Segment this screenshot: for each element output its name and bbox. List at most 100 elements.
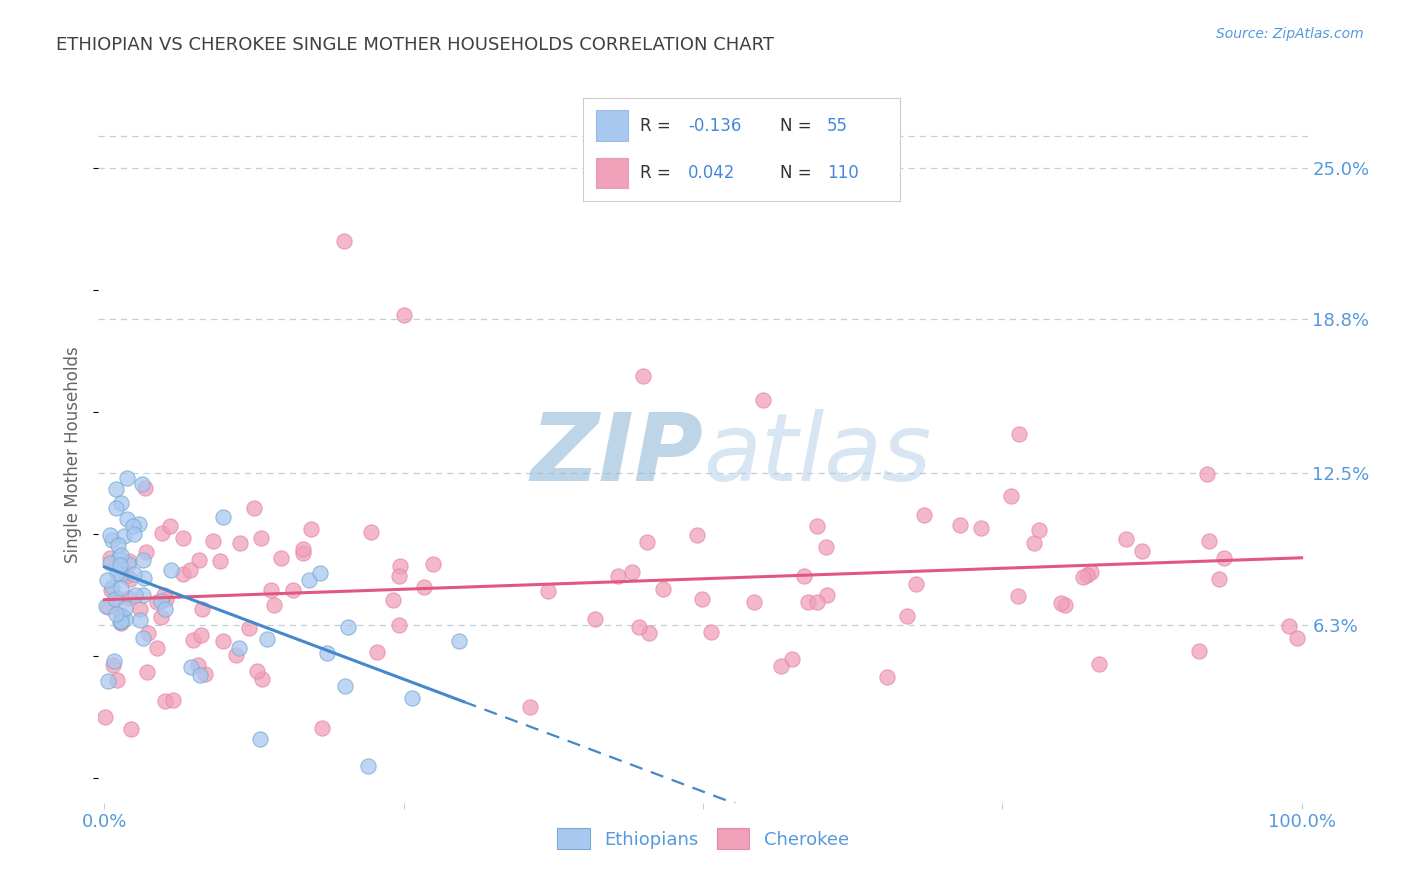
Point	[796, 595, 818, 609]
Point	[132, 588, 155, 602]
Point	[333, 679, 356, 693]
Point	[1188, 643, 1211, 657]
Point	[401, 691, 423, 706]
Point	[110, 615, 132, 630]
Point	[111, 608, 134, 623]
Point	[228, 640, 250, 655]
Point	[238, 621, 260, 635]
Text: -0.136: -0.136	[688, 117, 741, 135]
Point	[211, 634, 233, 648]
Point	[129, 613, 152, 627]
Point	[162, 692, 184, 706]
Text: ZIP: ZIP	[530, 409, 703, 501]
Point	[308, 566, 330, 580]
Point	[105, 591, 128, 605]
Point	[132, 631, 155, 645]
Point	[159, 519, 181, 533]
Point	[291, 541, 314, 556]
Text: ETHIOPIAN VS CHEROKEE SINGLE MOTHER HOUSEHOLDS CORRELATION CHART: ETHIOPIAN VS CHEROKEE SINGLE MOTHER HOUS…	[56, 36, 775, 54]
Point	[270, 550, 292, 565]
Point	[209, 554, 232, 568]
Point	[132, 552, 155, 566]
Point	[190, 668, 212, 682]
Point	[690, 591, 713, 606]
Point	[98, 551, 121, 566]
Point	[98, 528, 121, 542]
Point	[876, 670, 898, 684]
Point	[100, 556, 122, 570]
Point	[108, 549, 131, 564]
Point	[627, 620, 650, 634]
Point	[316, 646, 339, 660]
Point	[1054, 598, 1077, 612]
Point	[118, 554, 141, 568]
Point	[1028, 523, 1050, 537]
Point	[110, 614, 132, 628]
Point	[250, 672, 273, 686]
Point	[101, 533, 124, 548]
Point	[815, 588, 838, 602]
Text: Source: ZipAtlas.com: Source: ZipAtlas.com	[1216, 27, 1364, 41]
Point	[256, 632, 278, 647]
Point	[536, 583, 558, 598]
Point	[93, 709, 115, 723]
Point	[135, 545, 157, 559]
Point	[97, 599, 120, 614]
Point	[122, 526, 145, 541]
Point	[281, 583, 304, 598]
Point	[104, 591, 127, 606]
Point	[1278, 619, 1301, 633]
Point	[172, 566, 194, 581]
Point	[292, 546, 315, 560]
Point	[194, 667, 217, 681]
Point	[651, 582, 673, 596]
Point	[780, 651, 803, 665]
Point	[115, 471, 138, 485]
Point	[392, 308, 415, 322]
Point	[250, 531, 273, 545]
Point	[117, 557, 139, 571]
Point	[202, 533, 225, 548]
Text: 110: 110	[827, 164, 859, 182]
Point	[388, 559, 411, 574]
Point	[101, 657, 124, 672]
Point	[190, 602, 212, 616]
Point	[118, 591, 141, 605]
Point	[752, 392, 775, 407]
Point	[160, 563, 183, 577]
FancyBboxPatch shape	[596, 111, 627, 141]
Point	[1007, 590, 1029, 604]
Point	[104, 607, 127, 621]
Point	[114, 569, 136, 583]
Text: 0.042: 0.042	[688, 164, 735, 182]
Point	[1071, 570, 1094, 584]
Point	[153, 602, 176, 616]
Point	[1049, 596, 1071, 610]
Point	[896, 609, 918, 624]
Point	[770, 658, 793, 673]
Point	[121, 519, 143, 533]
Text: N =: N =	[779, 117, 817, 135]
Point	[110, 495, 132, 509]
Point	[187, 553, 209, 567]
Point	[131, 476, 153, 491]
Point	[108, 615, 131, 629]
Point	[110, 566, 132, 581]
Point	[949, 518, 972, 533]
Point	[1195, 467, 1218, 481]
Point	[134, 571, 156, 585]
Point	[1198, 533, 1220, 548]
Text: N =: N =	[779, 164, 817, 182]
Point	[172, 531, 194, 545]
Point	[422, 557, 444, 571]
Y-axis label: Single Mother Households: Single Mother Households	[65, 347, 83, 563]
Point	[249, 732, 271, 747]
Point	[685, 528, 707, 542]
Point	[107, 538, 129, 552]
Point	[311, 721, 333, 735]
Point	[1130, 543, 1153, 558]
Point	[388, 569, 411, 583]
Point	[260, 582, 283, 597]
Point	[155, 591, 177, 606]
Point	[263, 598, 285, 612]
